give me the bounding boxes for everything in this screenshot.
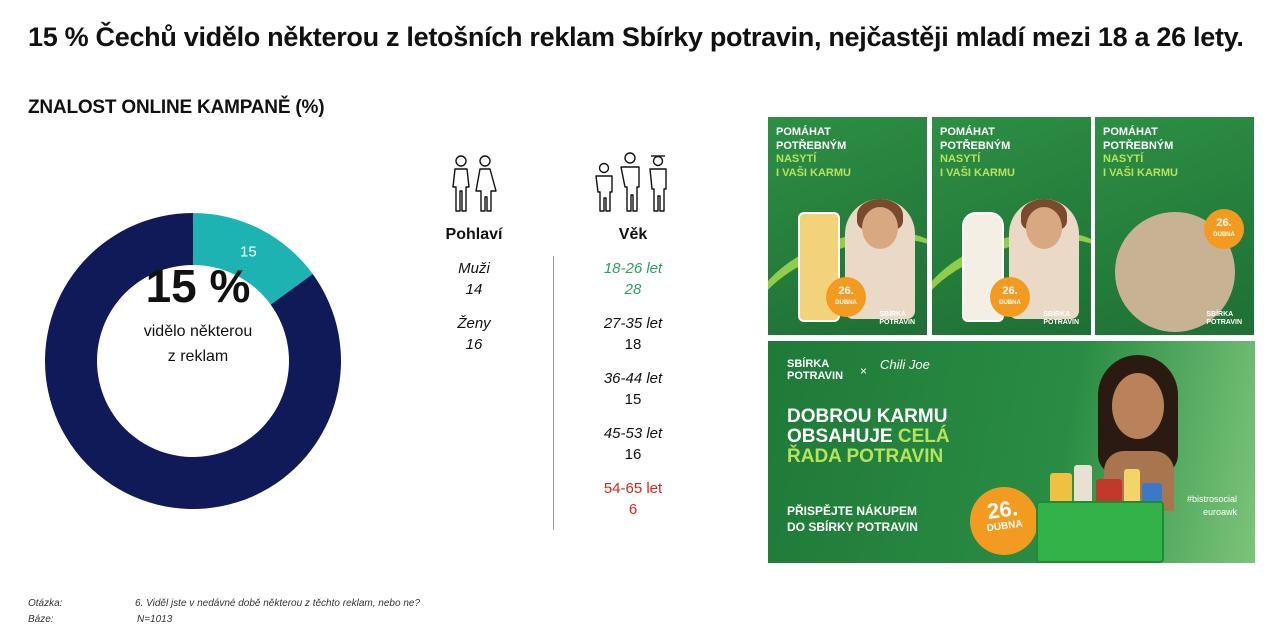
donut-center-label: vidělo některou z reklam <box>98 320 298 370</box>
age-value: 15 <box>624 391 642 408</box>
donut-slice-label-1: 85 <box>72 521 89 528</box>
donut-center-label-line1: vidělo některou <box>143 323 253 341</box>
ad-wide-subline: PŘISPĚJTE NÁKUPEM DO SBÍRKY POTRAVIN <box>787 504 918 534</box>
gender-row-men: Muži 14 <box>409 258 539 313</box>
age-row: 27-35 let 18 <box>568 313 698 368</box>
date-badge: 26. DUBNA <box>990 277 1030 317</box>
gender-value: 16 <box>465 336 483 353</box>
age-title: Věk <box>618 226 648 243</box>
ad-wide-headline: DOBROU KARMU OBSAHUJE CELÁ ŘADA POTRAVIN <box>787 406 950 467</box>
footer-base-text: N=1013 <box>137 614 173 625</box>
headline: 15 % Čechů vidělo některou z letošních r… <box>28 22 1244 52</box>
age-value: 16 <box>624 446 642 463</box>
age-label: 18-26 let <box>603 260 663 277</box>
donut-center-label-line2: z reklam <box>167 348 229 366</box>
age-value: 28 <box>624 281 642 298</box>
ad-headline: POMÁHAT POTŘEBNÝM NASYTÍ I VAŠI KARMU <box>940 126 1015 179</box>
woman-photo <box>845 199 915 319</box>
hashtag: #bistrosocial <box>1186 494 1237 504</box>
age-label: 54-65 let <box>603 480 663 497</box>
age-label: 27-35 let <box>603 315 663 332</box>
footer-question-text: 6. Viděl jste v nedávné době některou z … <box>135 598 421 609</box>
age-row: 36-44 let 15 <box>568 368 698 423</box>
ad-creative-wide: SBÍRKA POTRAVIN × Chili Joe DOBROU KARMU … <box>768 341 1255 563</box>
age-value: 18 <box>624 336 642 353</box>
column-divider <box>553 256 554 530</box>
signature-logo: Chili Joe <box>880 357 930 372</box>
footer-base-label: Báze: <box>28 614 54 625</box>
sbirka-logo: SBÍRKA POTRAVIN <box>879 311 915 326</box>
ad-creative-man: POMÁHAT POTŘEBNÝM NASYTÍ I VAŠI KARMU 26… <box>1095 117 1254 335</box>
gender-title: Pohlaví <box>445 226 503 243</box>
ad-headline: POMÁHAT POTŘEBNÝM NASYTÍ I VAŠI KARMU <box>776 126 851 179</box>
gender-column: Pohlaví Muži 14 Ženy 16 <box>409 148 539 368</box>
people-group-icon <box>568 148 698 214</box>
donut-slice-1 <box>45 213 341 509</box>
gender-label: Ženy <box>457 315 491 332</box>
ad-creative-oil: POMÁHAT POTŘEBNÝM NASYTÍ I VAŠI KARMU 26… <box>932 117 1091 335</box>
age-label: 45-53 let <box>603 425 663 442</box>
donut-center-value: 15 % <box>145 260 251 312</box>
age-column: Věk 18-26 let 28 27-35 let 18 36-44 let … <box>568 148 698 533</box>
age-row: 18-26 let 28 <box>568 258 698 313</box>
date-badge: 26. DUBNA <box>1204 209 1244 249</box>
oil-bottle-image <box>962 212 1004 322</box>
partner-logos: #bistrosocial euroawk <box>1187 493 1237 519</box>
gender-value: 14 <box>465 281 483 298</box>
donut-chart: 1585 <box>45 213 341 528</box>
collab-x: × <box>860 364 868 378</box>
sbirka-logo: SBÍRKA POTRAVIN <box>1206 311 1242 326</box>
date-badge: 26. DUBNA <box>826 277 866 317</box>
gender-label: Muži <box>458 260 490 277</box>
ad-creative-pasta: POMÁHAT POTŘEBNÝM NASYTÍ I VAŠI KARMU 26… <box>768 117 927 335</box>
age-value: 6 <box>628 501 638 518</box>
date-badge: 26. DUBNA <box>965 482 1043 560</box>
ad-headline: POMÁHAT POTŘEBNÝM NASYTÍ I VAŠI KARMU <box>1103 126 1178 179</box>
age-row: 54-65 let 6 <box>568 478 698 533</box>
man-woman-icon <box>409 148 539 214</box>
donut-slice-label-0: 15 <box>240 243 257 260</box>
donut-slice-0 <box>193 213 313 305</box>
donut-center: 15 % vidělo některou z reklam <box>98 262 298 370</box>
footer-question-label: Otázka: <box>28 598 63 609</box>
age-row: 45-53 let 16 <box>568 423 698 478</box>
sbirka-logo: SBÍRKA POTRAVIN <box>1043 311 1079 326</box>
basket-image <box>1036 501 1164 563</box>
partner-logo: euroawk <box>1202 507 1237 517</box>
gender-row-women: Ženy 16 <box>409 313 539 368</box>
sbirka-logo: SBÍRKA POTRAVIN <box>787 358 844 382</box>
age-label: 36-44 let <box>603 370 663 387</box>
section-title: ZNALOST ONLINE KAMPANĚ (%) <box>28 97 325 118</box>
